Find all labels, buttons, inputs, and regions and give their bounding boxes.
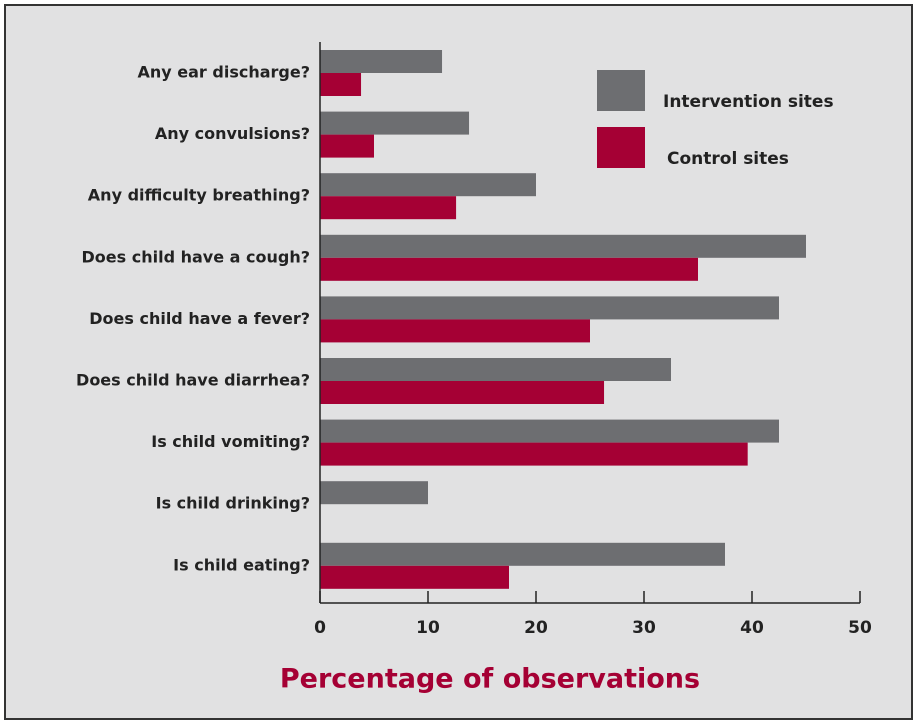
bar: [320, 173, 536, 197]
bar: [320, 296, 779, 320]
y-tick-label: Any difficulty breathing?: [88, 186, 310, 205]
y-tick-label: Is child drinking?: [156, 494, 310, 513]
bar: [320, 50, 443, 73]
bar: [320, 565, 509, 589]
legend-swatch: [597, 127, 645, 168]
legend-swatch: [597, 70, 645, 111]
legend-label: Intervention sites: [663, 92, 834, 112]
bar: [320, 358, 671, 381]
bar: [320, 257, 698, 281]
y-tick-label: Is child vomiting?: [151, 432, 310, 451]
bar: [320, 442, 748, 466]
y-tick-label: Is child eating?: [173, 555, 310, 574]
bar: [320, 481, 428, 505]
x-tick-label: 50: [848, 618, 872, 638]
bar: [320, 542, 725, 566]
legend-label: Control sites: [667, 149, 789, 169]
bar: [320, 111, 470, 135]
x-tick-label: 30: [632, 618, 656, 638]
x-axis-label: Percentage of observations: [280, 664, 700, 695]
y-tick-label: Any convulsions?: [155, 124, 310, 143]
bar: [320, 196, 457, 220]
bar: [320, 381, 605, 404]
bar: [320, 73, 362, 96]
y-tick-label: Does child have a fever?: [89, 309, 310, 328]
bar: [320, 419, 779, 443]
bar: [320, 234, 806, 258]
y-tick-label: Any ear discharge?: [138, 63, 311, 82]
x-tick-label: 10: [416, 618, 440, 638]
x-tick-label: 40: [740, 618, 764, 638]
x-tick-label: 20: [524, 618, 548, 638]
y-tick-label: Does child have a cough?: [82, 247, 310, 266]
bar: [320, 134, 374, 158]
y-tick-label: Does child have diarrhea?: [76, 371, 310, 390]
x-tick-label: 0: [314, 618, 326, 638]
bar: [320, 319, 590, 343]
